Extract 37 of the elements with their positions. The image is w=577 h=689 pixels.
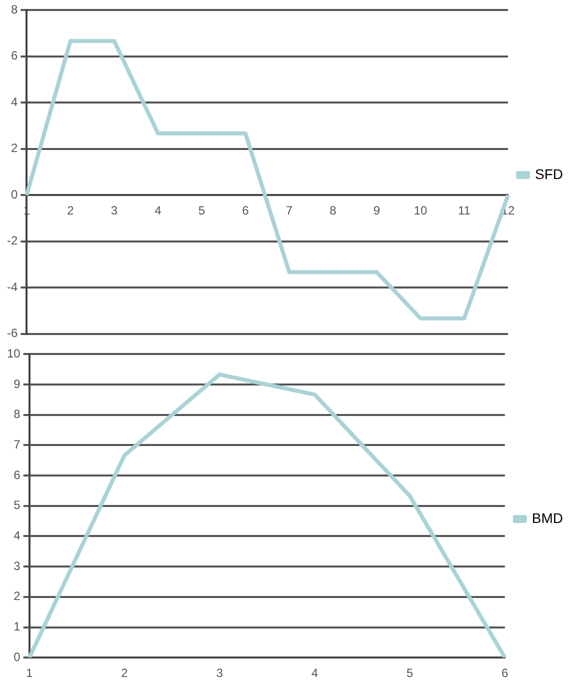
x-tick-label: 4 <box>311 666 318 680</box>
y-tick-label: 4 <box>10 94 18 109</box>
x-tick-label: 5 <box>406 666 414 680</box>
x-tick-label: 5 <box>198 204 206 218</box>
x-tick-label: 8 <box>330 204 337 218</box>
y-tick-label: 6 <box>10 48 18 63</box>
x-tick-label: 6 <box>502 666 509 680</box>
y-tick-label: 9 <box>14 376 21 391</box>
x-tick-label: 4 <box>154 204 162 218</box>
y-tick-label: 7 <box>14 438 21 452</box>
x-tick-label: 9 <box>373 204 380 218</box>
y-tick-label: 5 <box>14 498 21 512</box>
x-tick-label: 1 <box>26 666 34 680</box>
y-tick-label: 0 <box>14 650 21 664</box>
x-tick-label: 3 <box>216 666 224 680</box>
x-tick-label: 3 <box>110 204 118 218</box>
y-tick-label: 1 <box>14 620 21 634</box>
x-tick-label: 6 <box>242 204 250 218</box>
y-tick-label: 2 <box>10 141 18 156</box>
x-tick-label: 2 <box>121 666 128 680</box>
y-tick-label: 6 <box>14 468 21 482</box>
x-tick-label: 7 <box>286 204 293 218</box>
y-tick-label: 4 <box>14 528 21 543</box>
y-tick-label: 8 <box>10 2 18 17</box>
y-tick-label: 8 <box>14 407 21 422</box>
legend-label: SFD <box>535 166 563 182</box>
x-tick-label: 2 <box>67 204 74 218</box>
y-tick-label: 0 <box>10 187 18 202</box>
legend-label: BMD <box>532 510 564 526</box>
y-tick-label: -2 <box>7 234 18 248</box>
y-tick-label: -4 <box>7 280 18 294</box>
y-tick-label: 2 <box>14 589 21 604</box>
x-tick-label: 10 <box>414 204 428 218</box>
y-tick-label: 10 <box>6 346 21 361</box>
y-tick-label: 3 <box>14 558 21 573</box>
x-tick-label: 11 <box>458 204 471 218</box>
y-tick-label: -6 <box>7 326 18 340</box>
